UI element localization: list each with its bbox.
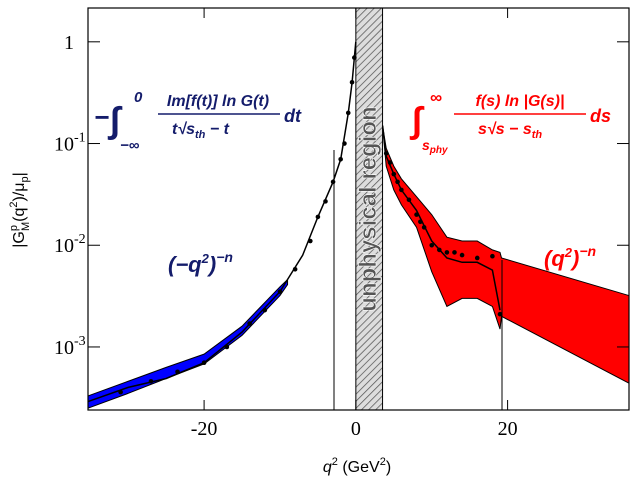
data-point: [342, 141, 347, 146]
power-law: (−q2)−n: [168, 249, 233, 277]
tick-exponent: -1: [74, 131, 86, 146]
data-point: [429, 242, 435, 248]
data-point: [497, 311, 503, 317]
data-point: [474, 255, 480, 261]
error-band: [87, 278, 289, 409]
data-point: [399, 187, 404, 193]
data-point: [148, 378, 154, 384]
formula-part: Im[f(t)] ln G(t): [167, 93, 269, 110]
formula-part: dt: [284, 106, 302, 126]
data-point: [247, 321, 252, 326]
y-tick-label: 10-2: [54, 232, 86, 257]
data-point: [262, 307, 268, 313]
data-point: [308, 238, 313, 244]
data-point: [201, 360, 207, 366]
formula-part: f(s) ln |G(s)|: [476, 93, 565, 110]
y-tick-label: 10-3: [54, 334, 86, 359]
data-point: [421, 225, 427, 230]
plot-frame: [87, 7, 630, 411]
y-axis-label: |GpM(q2)/μp|: [8, 172, 32, 248]
data-point: [490, 253, 495, 259]
formula-part: ∫: [409, 99, 425, 140]
tick-exponent: -2: [74, 232, 86, 247]
data-point: [387, 160, 393, 165]
region-label: unphysical region: [355, 106, 382, 311]
power-law: (q2)−n: [544, 243, 596, 271]
data-point: [338, 156, 343, 162]
data-point: [330, 179, 336, 185]
data-point: [452, 250, 457, 255]
data-point: [395, 179, 400, 185]
data-point: [118, 389, 123, 395]
formula-part: ∞: [430, 88, 442, 107]
data-point: [437, 247, 442, 253]
data-point: [224, 344, 230, 350]
data-point: [391, 171, 397, 177]
data-point: [277, 289, 283, 294]
data-point: [414, 212, 419, 217]
data-point: [406, 197, 412, 203]
formula-part: sphy: [422, 137, 448, 156]
y-tick-label: 1: [64, 32, 74, 54]
y-tick-label: 10-1: [54, 131, 86, 156]
x-axis-label: q2 (GeV2): [323, 456, 391, 476]
x-tick-label: -20: [191, 418, 218, 440]
tick-exponent: -3: [74, 334, 86, 349]
data-point: [345, 110, 351, 116]
data-point: [349, 79, 355, 85]
left-formula: − ∫ 0 −∞ Im[f(t)] ln G(t) t√sth − t dt (…: [94, 89, 302, 277]
data-point: [315, 214, 321, 220]
right-formula: ∫ ∞ sphy f(s) ln |G(s)| s√s − sth ds (q2…: [409, 88, 611, 271]
formula-part: 0: [134, 89, 143, 106]
formula-part: −∞: [120, 137, 140, 154]
data-point: [444, 250, 450, 255]
formula-part: s√s − sth: [478, 121, 542, 141]
data-point: [459, 252, 465, 258]
data-point: [292, 267, 298, 272]
data-point: [383, 151, 389, 156]
data-point: [323, 199, 328, 204]
unphysical-region: [355, 7, 384, 411]
data-point: [352, 55, 357, 60]
formula-part: ∫: [107, 99, 123, 140]
formula-part: −: [94, 102, 109, 132]
x-tick-label: 0: [351, 418, 361, 440]
x-tick-label: 20: [498, 418, 518, 440]
formula-part: ds: [590, 106, 611, 126]
data-point: [418, 219, 423, 225]
data-point: [175, 369, 180, 375]
formula-part: t√sth − t: [172, 121, 230, 141]
